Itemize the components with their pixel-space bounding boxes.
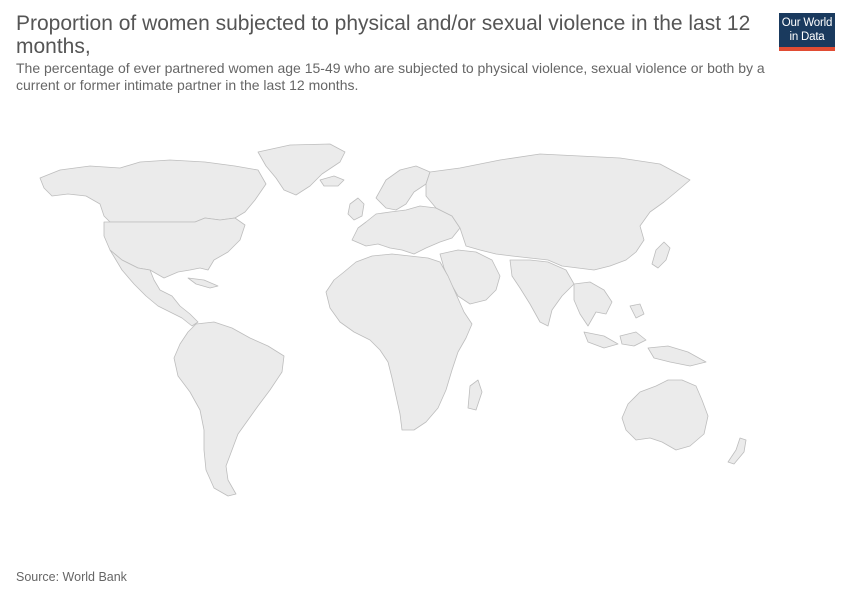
- chart-title: Proportion of women subjected to physica…: [16, 12, 751, 58]
- region-iceland[interactable]: [319, 175, 345, 187]
- region-new-zealand[interactable]: [727, 437, 747, 465]
- region-south-asia[interactable]: [509, 259, 575, 327]
- region-europe[interactable]: [351, 205, 461, 255]
- region-indonesia[interactable]: [583, 303, 707, 367]
- region-central-america[interactable]: [109, 249, 199, 327]
- region-russia-asia[interactable]: [425, 153, 691, 271]
- owid-logo[interactable]: Our World in Data: [779, 13, 835, 51]
- source-note: Source: World Bank: [16, 570, 127, 584]
- chart-subtitle: The percentage of ever partnered women a…: [16, 60, 765, 93]
- region-australia[interactable]: [621, 379, 709, 451]
- region-north-america-north[interactable]: [39, 159, 267, 223]
- logo-line-1: Our World: [781, 17, 833, 29]
- region-africa[interactable]: [325, 253, 473, 431]
- logo-line-2: in Data: [789, 31, 825, 43]
- region-southeast-asia[interactable]: [573, 281, 613, 327]
- region-uk[interactable]: [347, 197, 365, 221]
- region-caribbean[interactable]: [187, 277, 219, 289]
- region-japan[interactable]: [651, 241, 671, 269]
- region-south-america[interactable]: [173, 321, 285, 497]
- world-map[interactable]: [0, 100, 850, 560]
- region-greenland[interactable]: [257, 143, 346, 196]
- region-scandinavia[interactable]: [375, 165, 431, 211]
- region-madagascar[interactable]: [467, 379, 483, 411]
